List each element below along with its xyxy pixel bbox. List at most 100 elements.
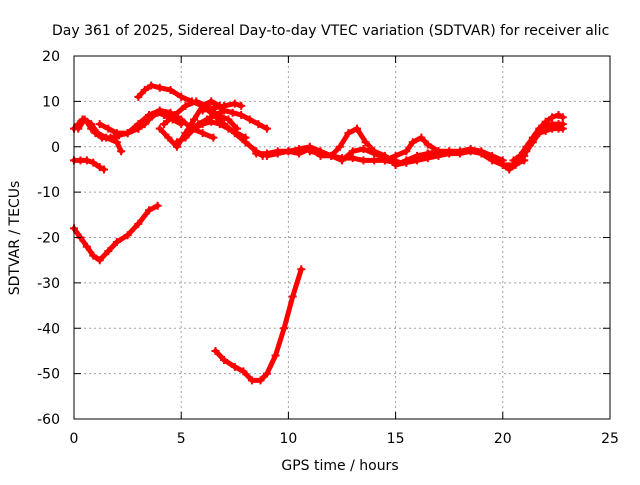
data-point [95, 163, 104, 172]
y-axis-label: SDTVAR / TECUs [7, 181, 23, 296]
data-point [423, 140, 432, 149]
data-point [211, 346, 220, 355]
data-point [181, 133, 190, 142]
data-point [498, 160, 507, 169]
data-point [548, 113, 557, 122]
x-tick-label: 10 [279, 431, 297, 447]
data-point [160, 120, 169, 129]
data-point [177, 115, 186, 124]
data-point [284, 147, 293, 156]
data-point [230, 99, 239, 108]
data-point [344, 129, 353, 138]
data-point [247, 376, 256, 385]
data-point [245, 115, 254, 124]
data-point [434, 147, 443, 156]
data-point [230, 362, 239, 371]
data-point [164, 133, 173, 142]
data-point [305, 147, 314, 156]
data-point [262, 369, 271, 378]
y-tick-label: -50 [37, 367, 60, 383]
data-point [558, 124, 567, 133]
data-point [254, 120, 263, 129]
data-point [95, 256, 104, 265]
data-point [123, 129, 132, 138]
data-point [522, 147, 531, 156]
data-point [488, 151, 497, 160]
data-point [192, 97, 201, 106]
data-point [145, 110, 154, 119]
data-point [170, 110, 179, 119]
data-point [361, 138, 370, 147]
data-point [262, 124, 271, 133]
data-point [316, 149, 325, 158]
data-point [102, 133, 111, 142]
data-point [288, 292, 297, 301]
data-point [535, 129, 544, 138]
data-point [391, 160, 400, 169]
data-point [220, 356, 229, 365]
x-tick-label: 0 [70, 431, 79, 447]
data-point [554, 110, 563, 119]
x-axis-label: GPS time / hours [281, 458, 398, 474]
data-point [359, 145, 368, 154]
data-point [155, 83, 164, 92]
data-point [335, 142, 344, 151]
data-point [177, 92, 186, 101]
y-tick-label: 20 [42, 49, 60, 65]
data-point [202, 115, 211, 124]
data-point [198, 129, 207, 138]
data-point [509, 156, 518, 165]
data-point [155, 124, 164, 133]
data-point [505, 165, 514, 174]
data-point [417, 133, 426, 142]
x-tick-label: 25 [601, 431, 619, 447]
data-point [402, 147, 411, 156]
data-point [511, 160, 520, 169]
y-tick-label: -60 [37, 412, 60, 428]
data-point [207, 97, 216, 106]
y-tick-label: -40 [37, 321, 60, 337]
chart-title: Day 361 of 2025, Sidereal Day-to-day VTE… [52, 23, 609, 39]
data-point [297, 265, 306, 274]
data-point [239, 367, 248, 376]
data-point [466, 145, 475, 154]
data-point [541, 117, 550, 126]
data-point [423, 149, 432, 158]
y-tick-label: -30 [37, 276, 60, 292]
data-point [93, 129, 102, 138]
data-point [413, 154, 422, 163]
data-point [408, 138, 417, 147]
y-tick-label: -20 [37, 231, 60, 247]
data-point [80, 115, 89, 124]
data-point [145, 206, 154, 215]
data-point [190, 124, 199, 133]
data-point [112, 129, 121, 138]
data-point [181, 101, 190, 110]
data-point [117, 147, 126, 156]
data-point [147, 81, 156, 90]
data-point [558, 113, 567, 122]
data-point [515, 151, 524, 160]
data-point [104, 247, 113, 256]
data-point [198, 106, 207, 115]
data-point [237, 101, 246, 110]
data-point [190, 115, 199, 124]
data-point [228, 108, 237, 117]
data-point [211, 110, 220, 119]
y-tick-label: 0 [51, 140, 60, 156]
data-point [155, 106, 164, 115]
data-point [370, 156, 379, 165]
data-point [112, 138, 121, 147]
grid-layer [74, 56, 610, 419]
data-point [89, 251, 98, 260]
data-point [445, 147, 454, 156]
data-point [295, 145, 304, 154]
data-point [82, 156, 91, 165]
data-point [95, 120, 104, 129]
data-point [380, 156, 389, 165]
tick-layer: 0 5 10 15 20 25 -60 -50 -40 -30 -20 -10 0 10 20 [37, 49, 619, 447]
data-point [327, 151, 336, 160]
